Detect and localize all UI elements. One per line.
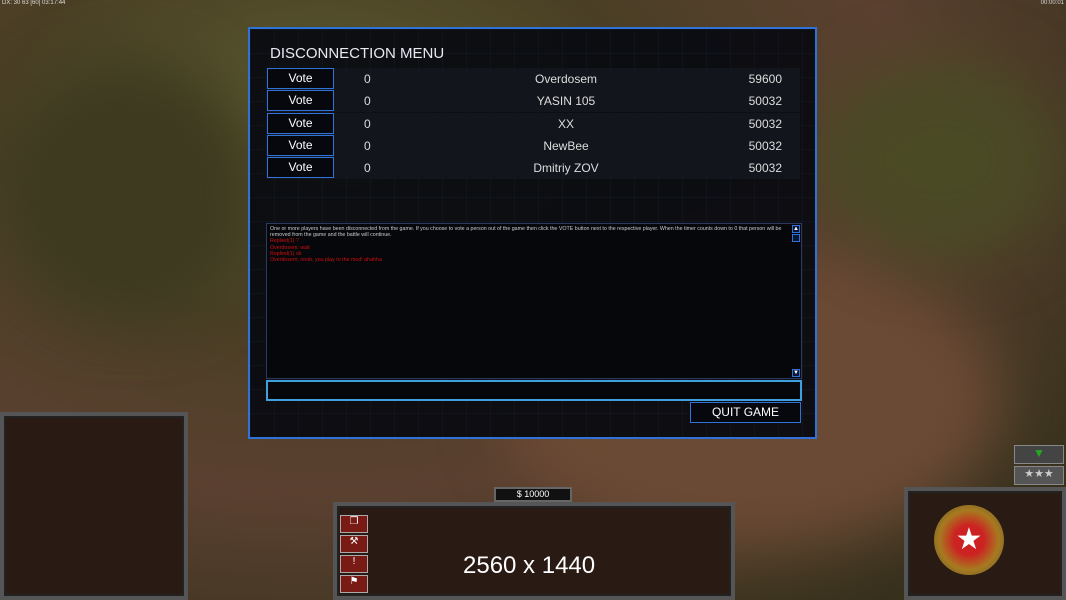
vote-button[interactable]: Vote <box>267 112 334 134</box>
vote-count: 0 <box>364 161 371 176</box>
chat-input[interactable] <box>266 380 802 401</box>
windows-icon[interactable]: ❐ <box>340 515 368 533</box>
player-name: XX <box>557 116 574 131</box>
money-counter: $ 10000 <box>494 487 572 502</box>
command-bar <box>333 502 735 600</box>
player-row: Vote 0 XX 50032 <box>266 112 800 135</box>
chat-line: Overdosem: noob, you play to the mod! ah… <box>270 257 382 264</box>
player-row: Vote 0 NewBee 50032 <box>266 134 800 157</box>
disconnection-dialog: DISCONNECTION MENU Vote 0 Overdosem 5960… <box>248 27 817 439</box>
vote-button[interactable]: Vote <box>267 157 334 179</box>
player-ping: 50032 <box>748 94 782 109</box>
dialog-title: DISCONNECTION MENU <box>270 45 445 62</box>
chat-line: Overdosem: wait <box>270 244 310 251</box>
player-ping: 50032 <box>748 138 782 153</box>
general-portrait-panel: ★ <box>904 487 1066 600</box>
rank-stars-icon[interactable]: ★★★ <box>1014 466 1064 485</box>
sell-icon[interactable]: ⚑ <box>340 575 368 593</box>
vote-button[interactable]: Vote <box>267 90 334 112</box>
scroll-down-icon[interactable]: ▼ <box>792 369 800 377</box>
chat-line: Replied(1) ? <box>270 238 299 245</box>
player-name: YASIN 105 <box>536 94 596 109</box>
vote-button[interactable]: Vote <box>267 134 334 156</box>
wrench-icon[interactable]: ⚒ <box>340 535 368 553</box>
quit-game-button[interactable]: QUIT GAME <box>690 402 801 423</box>
vote-count: 0 <box>364 116 371 131</box>
player-row: Vote 0 Overdosem 59600 <box>266 68 800 90</box>
vote-count: 0 <box>364 94 371 109</box>
faction-star-icon: ★ <box>934 505 1004 575</box>
scroll-up-icon[interactable]: ▲ <box>792 225 800 233</box>
message-log: One or more players have been disconnect… <box>266 223 802 379</box>
player-name: Dmitriy ZOV <box>533 161 599 176</box>
game-timer: 00:00:01 <box>1040 0 1064 6</box>
player-name: NewBee <box>543 138 589 153</box>
vote-count: 0 <box>364 72 371 86</box>
fps-timer-readout: DX: 30 63 [60] 03:17:44 <box>2 0 66 6</box>
player-row: Vote 0 YASIN 105 50032 <box>266 90 800 113</box>
scrollbar-thumb[interactable] <box>792 234 800 242</box>
player-ping: 59600 <box>748 72 782 86</box>
alert-icon[interactable]: ! <box>340 555 368 573</box>
player-row: Vote 0 Dmitriy ZOV 50032 <box>266 157 800 180</box>
player-ping: 50032 <box>748 161 782 176</box>
chat-line: Replied(1) ok <box>270 250 302 257</box>
collapse-arrow-icon[interactable]: ▼ <box>1014 445 1064 464</box>
resolution-label: 2560 x 1440 <box>463 552 596 579</box>
player-ping: 50032 <box>748 116 782 131</box>
player-name: Overdosem <box>534 72 598 86</box>
vote-count: 0 <box>364 138 371 153</box>
vote-button[interactable]: Vote <box>267 68 334 89</box>
info-message: One or more players have been disconnect… <box>270 226 782 239</box>
minimap-panel <box>0 412 188 600</box>
